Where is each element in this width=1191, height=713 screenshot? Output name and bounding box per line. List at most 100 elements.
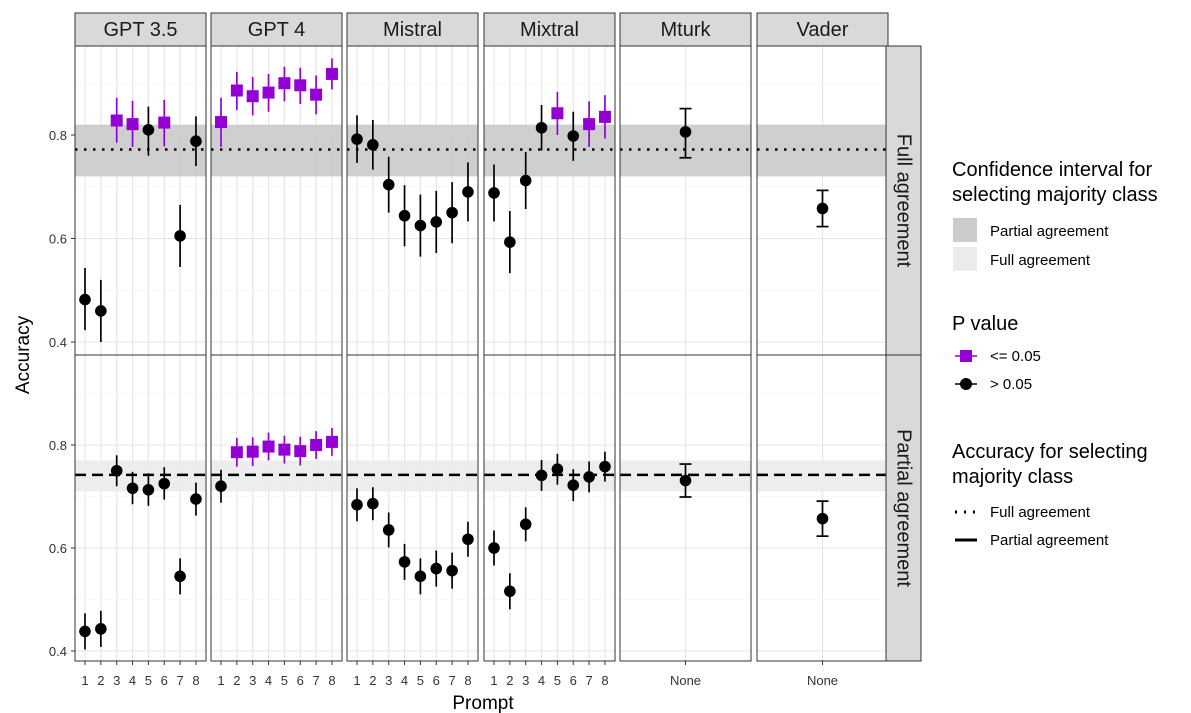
- data-point-significant: [230, 446, 243, 459]
- data-point-nonsignificant: [79, 293, 91, 306]
- data-point-nonsignificant: [142, 484, 155, 496]
- data-point-nonsignificant: [95, 305, 107, 317]
- panel-0-2: [346, 45, 479, 356]
- data-point-nonsignificant: [446, 206, 458, 219]
- data-point-significant: [551, 107, 564, 120]
- legend-p-nonsig-label: > 0.05: [990, 376, 1032, 393]
- data-point-significant: [310, 88, 323, 101]
- data-point-significant: [278, 443, 291, 456]
- data-point-nonsignificant: [519, 174, 532, 187]
- data-point-significant: [583, 118, 596, 131]
- legend-p-title: P value: [952, 313, 1018, 335]
- data-point-significant: [262, 440, 275, 453]
- data-point-significant: [246, 90, 259, 103]
- data-point-nonsignificant: [679, 126, 692, 138]
- x-tick-label: 7: [585, 673, 592, 688]
- x-tick-label: 2: [97, 673, 104, 688]
- x-tick-label: 8: [192, 673, 199, 688]
- x-tick-label: 6: [161, 673, 168, 688]
- data-point-significant: [294, 79, 307, 92]
- panel-background: [211, 46, 342, 355]
- panel-background: [347, 46, 478, 355]
- column-strip-label: GPT 3.5: [103, 19, 177, 41]
- panel-0-0: [74, 45, 207, 356]
- data-point-nonsignificant: [519, 518, 532, 531]
- data-point-nonsignificant: [95, 623, 107, 635]
- row-strip: [885, 354, 922, 662]
- column-strip-label: GPT 4: [248, 19, 305, 41]
- data-point-nonsignificant: [79, 625, 91, 638]
- panel-border: [74, 354, 207, 662]
- x-tick-label: 8: [328, 673, 335, 688]
- y-tick-label: 0.4: [49, 644, 67, 659]
- y-tick-label: 0.6: [49, 232, 67, 247]
- data-point-significant: [110, 114, 123, 127]
- x-tick-label: 8: [601, 673, 608, 688]
- data-point-nonsignificant: [142, 124, 155, 136]
- panel-1-4: [619, 354, 752, 662]
- x-tick-label: None: [807, 673, 838, 688]
- axes: Accuracy Prompt 0.40.60.80.40.60.81 2 3 4 5 6…: [13, 128, 838, 713]
- x-tick-label: 4: [265, 673, 272, 688]
- facet-strips: GPT 3.5 GPT 4 Mistral Mixtral Mturk Vader Full…: [74, 12, 922, 662]
- data-point-nonsignificant: [414, 570, 427, 583]
- x-tick-label: None: [670, 673, 701, 688]
- legend-ci-title-line2: selecting majority class: [952, 184, 1158, 206]
- x-tick-label: 3: [522, 673, 529, 688]
- x-tick-label: 5: [281, 673, 288, 688]
- data-point-nonsignificant: [462, 186, 474, 198]
- data-point-nonsignificant: [535, 469, 548, 482]
- data-point-nonsignificant: [567, 130, 580, 142]
- legend-ci-label-full: Full agreement: [990, 252, 1091, 269]
- data-point-nonsignificant: [351, 133, 363, 145]
- data-point-nonsignificant: [504, 236, 516, 248]
- y-axis-title: Accuracy: [13, 315, 34, 394]
- x-tick-label: 2: [369, 673, 376, 688]
- data-point-nonsignificant: [398, 209, 411, 222]
- column-strip: [210, 12, 343, 47]
- data-point-significant: [598, 110, 611, 123]
- panel-background: [484, 46, 615, 355]
- data-point-nonsignificant: [535, 121, 548, 134]
- data-point-nonsignificant: [367, 139, 379, 151]
- data-point-significant: [325, 67, 338, 80]
- column-strip: [756, 12, 889, 47]
- legend-ci-swatch-partial: [953, 218, 977, 242]
- y-tick-label: 0.8: [49, 128, 67, 143]
- x-tick-label: 6: [297, 673, 304, 688]
- x-tick-label: 7: [448, 673, 455, 688]
- panel-1-5: [756, 354, 889, 662]
- panel-1-1: [210, 354, 343, 662]
- data-point-significant: [278, 77, 291, 90]
- x-axis-title: Prompt: [452, 693, 514, 713]
- panel-1-3: [483, 354, 616, 662]
- legend-acc-title-line1: Accuracy for selecting: [952, 441, 1148, 463]
- column-strip: [619, 12, 752, 47]
- column-strip-label: Mixtral: [520, 19, 579, 41]
- x-tick-label: 4: [401, 673, 408, 688]
- data-point-nonsignificant: [816, 512, 829, 525]
- legend-acc-partial-label: Partial agreement: [990, 532, 1109, 549]
- x-tick-label: 3: [385, 673, 392, 688]
- column-strip: [74, 12, 207, 47]
- y-tick-label: 0.8: [49, 438, 67, 453]
- data-point-significant: [246, 445, 259, 458]
- data-point-nonsignificant: [190, 135, 202, 148]
- column-strip-label: Mturk: [661, 19, 712, 41]
- data-point-significant: [126, 118, 139, 131]
- data-point-nonsignificant: [215, 480, 227, 493]
- data-point-nonsignificant: [398, 556, 411, 568]
- data-point-nonsignificant: [679, 474, 692, 487]
- panel-0-3: [483, 45, 616, 356]
- x-tick-label: 6: [570, 673, 577, 688]
- column-strip-label: Mistral: [383, 19, 442, 41]
- panel-0-4: [619, 45, 752, 356]
- x-tick-label: 2: [233, 673, 240, 688]
- data-point-nonsignificant: [504, 585, 516, 598]
- x-tick-label: 2: [506, 673, 513, 688]
- row-strip: [885, 45, 922, 356]
- x-tick-label: 1: [217, 673, 224, 688]
- x-tick-label: 8: [464, 673, 471, 688]
- legend-acc-title-line2: majority class: [952, 466, 1073, 488]
